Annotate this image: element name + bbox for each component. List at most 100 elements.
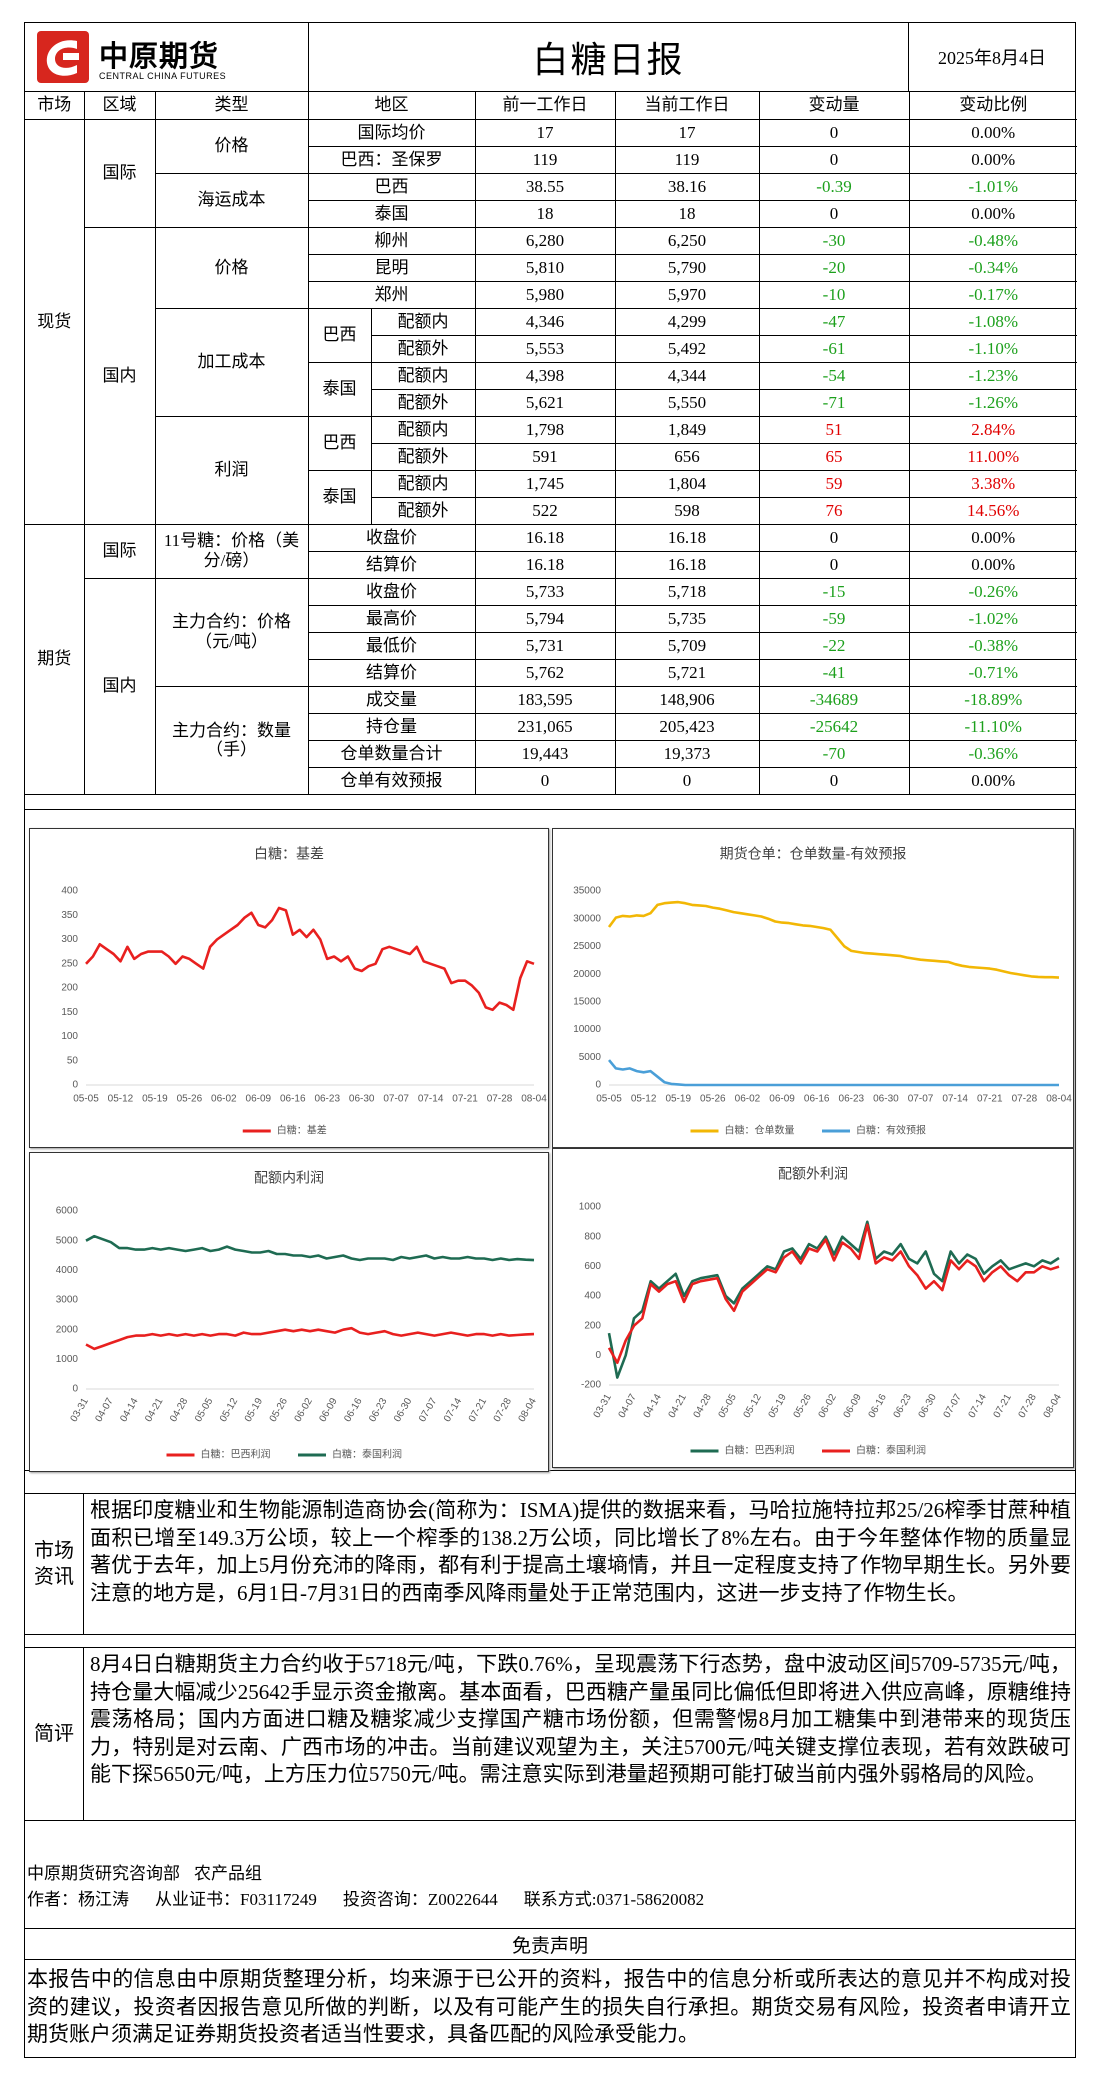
y-tick-label: 1000 — [579, 1202, 602, 1213]
value-cell: -1.08% — [908, 307, 1078, 336]
value-cell: 0 — [758, 199, 910, 228]
value-cell: 5,709 — [614, 631, 760, 660]
value-cell: -0.39 — [758, 172, 910, 201]
value-cell: 598 — [614, 496, 760, 525]
value-cell: 119 — [614, 145, 760, 174]
label-cell: 仓单数量合计 — [307, 739, 476, 768]
logo-subtext: CENTRAL CHINA FUTURES — [99, 71, 227, 81]
value-cell: 1,849 — [614, 415, 760, 444]
label-cell: 价格 — [154, 118, 309, 174]
label-cell: 昆明 — [307, 253, 476, 282]
x-tick-label: 07-21 — [992, 1392, 1015, 1420]
x-tick-label: 04-07 — [93, 1396, 116, 1424]
x-tick-label: 04-21 — [667, 1392, 690, 1420]
table-row: 泰国 18 18 0 0.00% — [25, 199, 1078, 228]
value-cell: -70 — [758, 739, 910, 768]
label-cell: 加工成本 — [154, 307, 309, 417]
value-cell: 148,906 — [614, 685, 760, 714]
table-row: 结算价 16.18 16.18 0 0.00% — [25, 550, 1078, 579]
value-cell: 522 — [474, 496, 616, 525]
value-cell: 5,553 — [474, 334, 616, 363]
table-row: 加工成本 巴西 配额内 4,346 4,299 -47 -1.08% — [25, 307, 1078, 417]
label-cell: 11号糖：价格（美分/磅） — [154, 523, 309, 579]
table-row: 泰国 配额内 1,745 1,804 59 3.38% — [25, 469, 1078, 525]
x-tick-label: 05-05 — [73, 1094, 99, 1105]
value-cell: 1,804 — [614, 469, 760, 498]
x-tick-label: 05-05 — [193, 1396, 216, 1424]
y-tick-label: -200 — [581, 1380, 601, 1391]
header-cell: 类型 — [154, 91, 309, 120]
value-cell: -41 — [758, 658, 910, 687]
x-tick-label: 06-09 — [769, 1094, 795, 1105]
y-tick-label: 0 — [72, 1080, 78, 1091]
y-tick-label: 1000 — [56, 1354, 79, 1365]
value-cell: 19,373 — [614, 739, 760, 768]
label-cell: 泰国 — [307, 199, 476, 228]
x-tick-label: 05-05 — [717, 1392, 740, 1420]
header-cell: 变动量 — [758, 91, 910, 120]
value-cell: 4,299 — [614, 307, 760, 336]
table-row: 昆明 5,810 5,790 -20 -0.34% — [25, 253, 1078, 282]
x-tick-label: 07-28 — [1012, 1094, 1038, 1105]
value-cell: -30 — [758, 226, 910, 255]
value-cell: -0.38% — [908, 631, 1078, 660]
x-tick-label: 05-26 — [268, 1396, 291, 1424]
label-cell: 主力合约：价格（元/吨） — [154, 577, 309, 687]
value-cell: 0 — [758, 766, 910, 795]
dept: 中原期货研究咨询部 — [27, 1864, 180, 1883]
y-tick-label: 300 — [61, 934, 78, 945]
label-cell: 期货 — [24, 523, 85, 795]
x-tick-label: 06-09 — [317, 1396, 340, 1424]
y-tick-label: 600 — [584, 1261, 601, 1272]
y-tick-label: 5000 — [579, 1052, 602, 1063]
legend-label: 白糖：巴西利润 — [201, 1448, 271, 1461]
table-row: 结算价 5,762 5,721 -41 -0.71% — [25, 658, 1078, 687]
x-tick-label: 05-12 — [108, 1094, 134, 1105]
y-tick-label: 6000 — [56, 1206, 79, 1217]
y-tick-label: 30000 — [573, 913, 601, 924]
legend-label: 白糖：巴西利润 — [725, 1444, 795, 1457]
label-cell: 泰国 — [307, 361, 372, 417]
chart: 配额内利润 0 1000 2000 3000 4000 5000 6000 03-31 04-07… — [29, 1152, 549, 1472]
report: 中原期货 CENTRAL CHINA FUTURES 白糖日报 2025年8月4… — [24, 22, 1078, 2058]
x-tick-label: 06-09 — [842, 1392, 865, 1420]
value-cell: 183,595 — [474, 685, 616, 714]
label-cell: 国际 — [83, 118, 156, 228]
x-tick-label: 07-14 — [418, 1094, 444, 1105]
x-tick-label: 05-19 — [767, 1392, 790, 1420]
value-cell: 5,492 — [614, 334, 760, 363]
x-tick-label: 07-21 — [452, 1094, 478, 1105]
value-cell: 38.16 — [614, 172, 760, 201]
x-tick-label: 06-30 — [349, 1094, 375, 1105]
label-cell: 价格 — [154, 226, 309, 309]
y-tick-label: 50 — [67, 1055, 79, 1066]
value-cell: 5,733 — [474, 577, 616, 606]
table-row: 期货 国际 11号糖：价格（美分/磅） 收盘价 16.18 16.18 0 0.00% — [24, 523, 1078, 795]
table-row: 利润 巴西 配额内 1,798 1,849 51 2.84% — [25, 415, 1078, 525]
y-tick-label: 250 — [61, 958, 78, 969]
y-tick-label: 3000 — [56, 1295, 79, 1306]
value-cell: 0 — [758, 118, 910, 147]
x-tick-label: 05-19 — [243, 1396, 266, 1424]
value-cell: 0 — [474, 766, 616, 795]
header-cell: 前一工作日 — [474, 91, 616, 120]
legend-label: 白糖：有效预报 — [856, 1124, 926, 1137]
label-cell: 利润 — [154, 415, 309, 525]
series-line — [85, 906, 535, 1012]
value-cell: -0.36% — [908, 739, 1078, 768]
value-cell: 0.00% — [908, 550, 1078, 579]
x-tick-label: 06-16 — [342, 1396, 365, 1424]
label-cell: 配额外 — [370, 496, 476, 525]
header-row: 市场 区域 类型 地区 前一工作日 当前工作日 变动量 变动比例 — [24, 91, 1078, 120]
logo-text: 中原期货 — [99, 39, 220, 73]
value-cell: 18 — [614, 199, 760, 228]
value-cell: 16.18 — [614, 550, 760, 579]
x-tick-label: 06-16 — [804, 1094, 830, 1105]
table-row: 配额外 5,621 5,550 -71 -1.26% — [25, 388, 1078, 417]
value-cell: 5,731 — [474, 631, 616, 660]
label-cell: 巴西 — [307, 172, 476, 201]
value-cell: 2.84% — [908, 415, 1078, 444]
header-cell: 区域 — [83, 91, 156, 120]
x-tick-label: 05-12 — [218, 1396, 241, 1424]
x-tick-label: 04-21 — [143, 1396, 166, 1424]
